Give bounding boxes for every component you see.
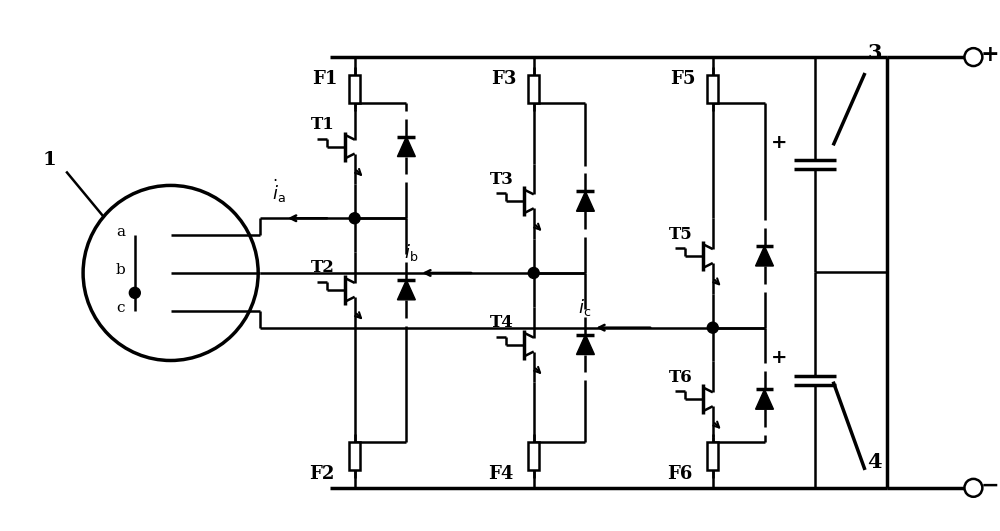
Polygon shape [576,191,594,211]
Text: $i_{\rm c}$: $i_{\rm c}$ [578,297,592,318]
Bar [349,75,360,103]
Text: +: + [771,349,788,367]
Text: +: + [981,44,1000,66]
Polygon shape [756,246,773,266]
Circle shape [349,213,360,224]
Circle shape [707,322,718,333]
Text: T3: T3 [490,171,514,188]
Bar [349,442,360,470]
Text: F1: F1 [312,70,338,88]
Text: −: − [981,475,1000,497]
Bar [528,75,539,103]
Polygon shape [576,335,594,355]
Text: T5: T5 [669,226,693,243]
Text: 4: 4 [868,452,882,472]
Text: T2: T2 [311,260,335,277]
Text: F2: F2 [309,465,335,483]
Text: a: a [116,225,125,239]
Text: b: b [116,263,126,277]
Circle shape [129,287,140,298]
Text: 1: 1 [42,151,56,168]
Text: +: + [771,134,788,152]
Text: F4: F4 [488,465,514,483]
Text: F5: F5 [670,70,696,88]
Circle shape [964,479,982,497]
Bar [707,75,718,103]
Text: F6: F6 [667,465,693,483]
Text: $i_{\rm b}$: $i_{\rm b}$ [404,242,419,263]
Polygon shape [756,389,773,409]
Text: T1: T1 [311,116,335,133]
Text: 3: 3 [868,43,882,63]
Text: F3: F3 [491,70,517,88]
Text: c: c [117,301,125,315]
Bar [707,442,718,470]
Polygon shape [397,280,415,300]
Bar [528,442,539,470]
Text: T4: T4 [490,314,514,331]
Circle shape [528,268,539,278]
Circle shape [964,48,982,66]
Text: $\dot{i}_{\rm a}$: $\dot{i}_{\rm a}$ [272,178,286,205]
Text: T6: T6 [669,369,693,386]
Circle shape [83,185,258,361]
Polygon shape [397,136,415,157]
